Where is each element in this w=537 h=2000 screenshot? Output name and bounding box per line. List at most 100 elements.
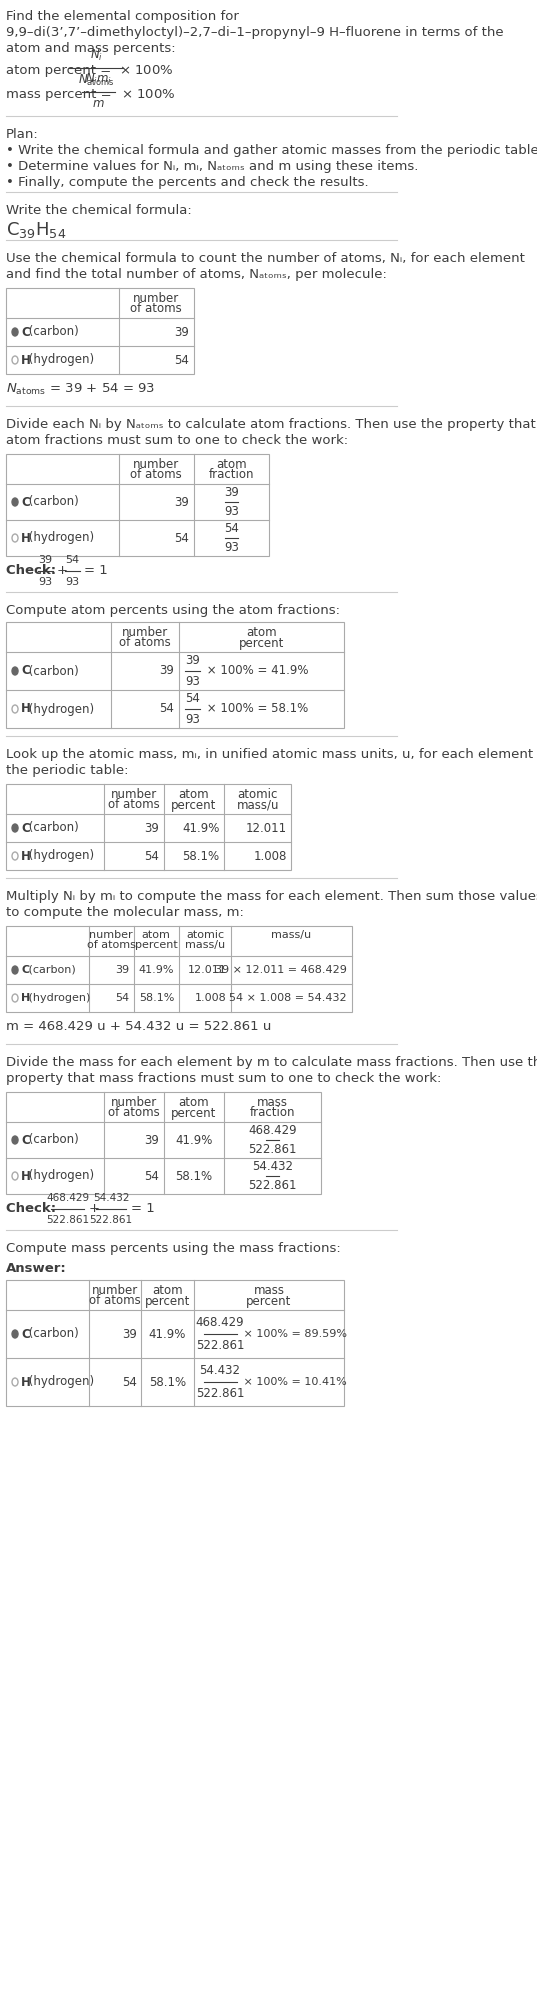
Text: C: C	[21, 822, 30, 834]
Text: 12.011: 12.011	[188, 966, 227, 976]
Text: 93: 93	[65, 576, 79, 588]
Text: 39: 39	[38, 554, 52, 564]
Text: number: number	[133, 292, 179, 304]
Bar	[6, 288, 194, 374]
Text: (hydrogen): (hydrogen)	[25, 850, 95, 862]
Text: property that mass fractions must sum to one to check the work:: property that mass fractions must sum to…	[6, 1072, 441, 1084]
Text: of atoms: of atoms	[108, 798, 159, 812]
Text: number: number	[111, 788, 157, 800]
Text: +: +	[89, 1202, 100, 1216]
Text: 54: 54	[224, 522, 239, 534]
Text: (hydrogen): (hydrogen)	[25, 702, 95, 716]
Text: 54: 54	[175, 354, 189, 366]
Text: H: H	[21, 532, 31, 544]
Text: and find the total number of atoms, Nₐₜₒₘₛ, per molecule:: and find the total number of atoms, Nₐₜₒ…	[6, 268, 387, 280]
Text: Multiply Nᵢ by mᵢ to compute the mass for each element. Then sum those values: Multiply Nᵢ by mᵢ to compute the mass fo…	[6, 890, 537, 904]
Text: percent: percent	[171, 1106, 216, 1120]
Text: 39: 39	[175, 326, 189, 338]
Bar	[6, 926, 352, 1012]
Text: 39: 39	[144, 822, 159, 834]
Text: C: C	[21, 326, 30, 338]
Text: H: H	[21, 1376, 31, 1388]
Circle shape	[12, 498, 18, 506]
Text: 468.429: 468.429	[248, 1124, 297, 1136]
Text: 39: 39	[159, 664, 175, 678]
Text: $N_{\rm atoms}$ = 39 + 54 = 93: $N_{\rm atoms}$ = 39 + 54 = 93	[6, 382, 155, 398]
Text: atom: atom	[178, 788, 209, 800]
Text: 39: 39	[224, 486, 239, 498]
Text: number: number	[133, 458, 179, 470]
Text: C: C	[21, 1328, 30, 1340]
Text: C: C	[21, 664, 30, 678]
Text: C: C	[21, 966, 29, 976]
Text: (carbon): (carbon)	[25, 326, 79, 338]
Text: H: H	[21, 1170, 31, 1182]
Text: 58.1%: 58.1%	[149, 1376, 186, 1388]
Text: 54: 54	[122, 1376, 137, 1388]
Text: mass: mass	[253, 1284, 285, 1296]
Text: atom: atom	[246, 626, 277, 640]
Text: 93: 93	[185, 676, 200, 688]
Text: 522.861: 522.861	[90, 1214, 133, 1224]
Text: of atoms: of atoms	[130, 468, 182, 482]
Text: $N_i$: $N_i$	[90, 48, 103, 62]
Text: 54: 54	[144, 1170, 159, 1182]
Text: 522.861: 522.861	[46, 1214, 89, 1224]
Text: 93: 93	[38, 576, 52, 588]
Text: number: number	[111, 1096, 157, 1108]
Text: Plan:: Plan:	[6, 128, 39, 140]
Text: (hydrogen): (hydrogen)	[25, 532, 95, 544]
Text: Find the elemental composition for: Find the elemental composition for	[6, 10, 239, 22]
Text: 54.432: 54.432	[93, 1192, 129, 1202]
Text: of atoms: of atoms	[108, 1106, 159, 1120]
Text: Divide the mass for each element by m to calculate mass fractions. Then use the: Divide the mass for each element by m to…	[6, 1056, 537, 1068]
Text: fraction: fraction	[250, 1106, 295, 1120]
Text: (carbon): (carbon)	[25, 496, 79, 508]
Text: atomic: atomic	[237, 788, 278, 800]
Circle shape	[12, 534, 18, 542]
Circle shape	[12, 824, 18, 832]
Text: of atoms: of atoms	[89, 1294, 141, 1308]
Text: 12.011: 12.011	[246, 822, 287, 834]
Text: 54 × 1.008 = 54.432: 54 × 1.008 = 54.432	[229, 992, 347, 1004]
Text: 58.1%: 58.1%	[175, 1170, 212, 1182]
Text: 41.9%: 41.9%	[175, 1134, 213, 1146]
Text: H: H	[21, 354, 31, 366]
Circle shape	[12, 1136, 18, 1144]
Text: = 1: = 1	[84, 564, 108, 578]
Text: atom: atom	[178, 1096, 209, 1108]
Text: 39: 39	[185, 654, 200, 668]
Text: 522.861: 522.861	[249, 1144, 297, 1156]
Text: number: number	[122, 626, 168, 640]
Text: mass/u: mass/u	[185, 940, 225, 950]
Text: 58.1%: 58.1%	[182, 850, 219, 862]
Text: mass/u: mass/u	[236, 798, 279, 812]
Text: 39 × 12.011 = 468.429: 39 × 12.011 = 468.429	[215, 966, 347, 976]
Text: 54: 54	[159, 702, 175, 716]
Text: 93: 93	[224, 504, 239, 518]
Text: of atoms: of atoms	[119, 636, 171, 650]
Text: 93: 93	[224, 540, 239, 554]
Text: atom fractions must sum to one to check the work:: atom fractions must sum to one to check …	[6, 434, 348, 448]
Text: percent: percent	[239, 636, 284, 650]
Text: atomic: atomic	[186, 930, 224, 940]
Text: 9,9–di(3’,7’–dimethyloctyl)–2,7–di–1–propynyl–9 H–fluorene in terms of the: 9,9–di(3’,7’–dimethyloctyl)–2,7–di–1–pro…	[6, 26, 504, 38]
Text: Check:: Check:	[6, 564, 61, 576]
Text: Compute atom percents using the atom fractions:: Compute atom percents using the atom fra…	[6, 604, 340, 616]
Text: $\times$ 100%: $\times$ 100%	[121, 88, 176, 100]
Text: × 100% = 41.9%: × 100% = 41.9%	[203, 664, 308, 678]
Text: (hydrogen): (hydrogen)	[25, 992, 90, 1004]
Text: 522.861: 522.861	[196, 1388, 244, 1400]
Text: (hydrogen): (hydrogen)	[25, 1376, 95, 1388]
Text: of atoms: of atoms	[87, 940, 136, 950]
Text: H: H	[21, 702, 31, 716]
Text: 54: 54	[185, 692, 200, 706]
Text: mass percent =: mass percent =	[6, 88, 116, 100]
Text: of atoms: of atoms	[130, 302, 182, 316]
Text: Divide each Nᵢ by Nₐₜₒₘₛ to calculate atom fractions. Then use the property that: Divide each Nᵢ by Nₐₜₒₘₛ to calculate at…	[6, 418, 536, 432]
Text: × 100% = 58.1%: × 100% = 58.1%	[203, 702, 308, 716]
Text: Compute mass percents using the mass fractions:: Compute mass percents using the mass fra…	[6, 1242, 341, 1256]
Text: 93: 93	[185, 714, 200, 726]
Text: 1.008: 1.008	[253, 850, 287, 862]
Text: percent: percent	[171, 798, 216, 812]
